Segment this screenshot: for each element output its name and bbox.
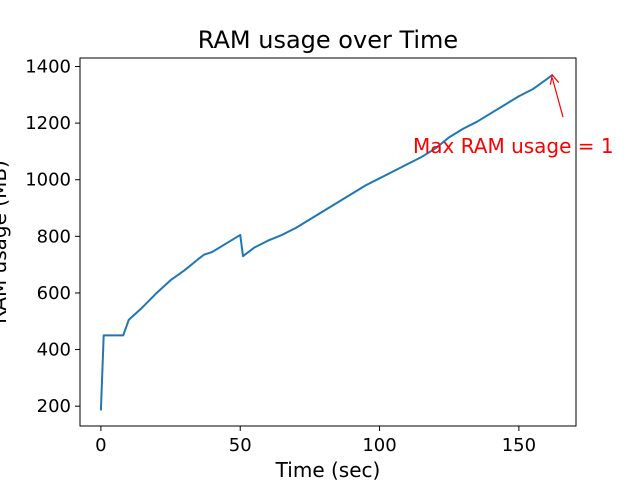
y-tick-label: 1000	[25, 170, 71, 191]
y-tick-label: 600	[37, 283, 71, 304]
series-line	[99, 74, 553, 411]
y-tick-label: 200	[37, 396, 71, 417]
y-tick-label: 1200	[25, 113, 71, 134]
annotation-arrowhead	[549, 73, 560, 85]
x-axis-label: Time (sec)	[275, 458, 381, 480]
x-tick-label: 0	[95, 435, 106, 456]
y-tick-label: 400	[37, 340, 71, 361]
x-tick-label: 150	[502, 435, 536, 456]
annotation-arrow	[551, 77, 564, 118]
marks-layer	[99, 74, 553, 411]
axes-layer: 0 50 100 150 200 400 600 800 1000 1200 1400	[25, 56, 577, 456]
x-tick-label: 50	[229, 435, 252, 456]
y-axis-label: RAM usage (MB)	[0, 160, 11, 324]
annotation-layer: Max RAM usage = 1	[413, 73, 614, 158]
chart-title: RAM usage over Time	[198, 26, 458, 54]
plot-frame	[79, 57, 577, 427]
y-tick-label: 800	[37, 226, 71, 247]
x-tick-label: 100	[362, 435, 396, 456]
annotation-text: Max RAM usage = 1	[413, 134, 614, 158]
y-tick-label: 1400	[25, 56, 71, 77]
